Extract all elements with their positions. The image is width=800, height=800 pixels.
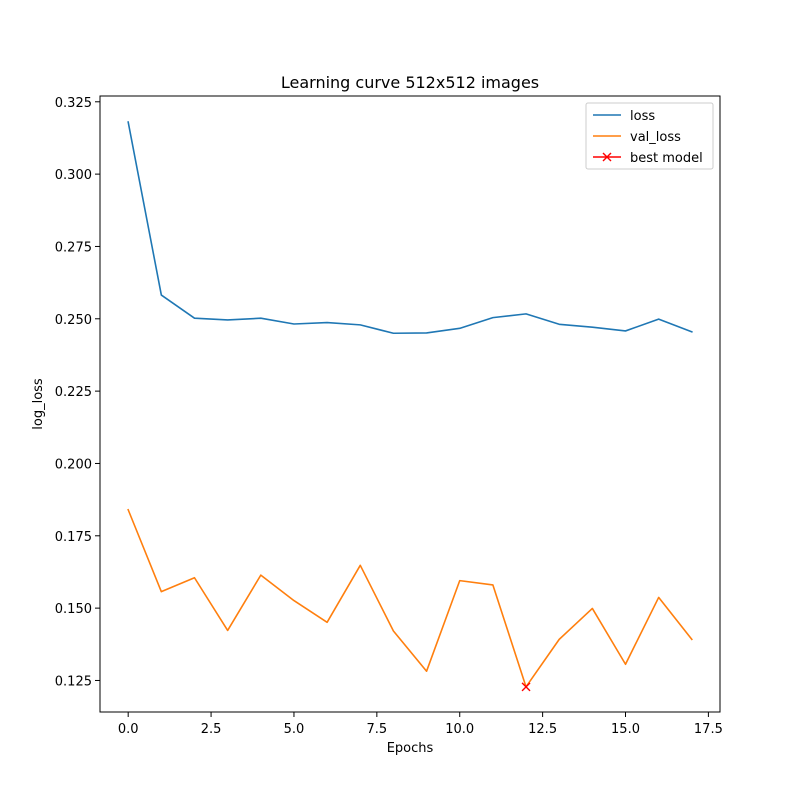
- legend-box: [585, 102, 714, 170]
- y-axis-label: log_loss: [31, 378, 46, 430]
- y-tick-label: 0.275: [55, 240, 92, 255]
- x-tick-label: 5.0: [284, 722, 305, 737]
- x-tick-label: 7.5: [367, 722, 388, 737]
- legend-val-loss-label: val_loss: [630, 130, 681, 145]
- y-tick-label: 0.225: [55, 385, 92, 400]
- legend-best-model-x-icon: [602, 152, 612, 162]
- legend-best-model-label: best model: [630, 151, 703, 166]
- x-tick-label: 2.5: [201, 722, 222, 737]
- x-axis-ticks: 0.0 2.5 5.0 7.5 10.0 12.5 15.0 17.5: [118, 712, 723, 737]
- y-tick-label: 0.200: [55, 457, 92, 472]
- x-tick-label: 12.5: [528, 722, 557, 737]
- x-tick-label: 10.0: [445, 722, 474, 737]
- x-tick-label: 15.0: [611, 722, 640, 737]
- legend: loss val_loss best model: [585, 102, 714, 170]
- y-tick-label: 0.175: [55, 530, 92, 545]
- plot-area: [99, 95, 721, 713]
- chart-title: Learning curve 512x512 images: [281, 73, 539, 92]
- y-axis-ticks: 0.125 0.150 0.175 0.200 0.225 0.250 0.275 0.300…: [55, 96, 100, 689]
- y-tick-label: 0.325: [55, 96, 92, 111]
- best-model-marker: [521, 682, 531, 692]
- marker-layer: [521, 682, 531, 692]
- x-tick-label: 0.0: [118, 722, 139, 737]
- series-line-val-loss: [127, 508, 693, 688]
- series-layer: [127, 121, 693, 688]
- legend-loss-label: loss: [630, 109, 655, 124]
- y-tick-label: 0.150: [55, 602, 92, 617]
- x-axis-label: Epochs: [387, 741, 434, 756]
- axes-frame: [99, 95, 721, 713]
- y-tick-label: 0.300: [55, 168, 92, 183]
- x-tick-label: 17.5: [694, 722, 723, 737]
- series-line-loss: [127, 121, 693, 335]
- y-tick-label: 0.125: [55, 674, 92, 689]
- y-tick-label: 0.250: [55, 313, 92, 328]
